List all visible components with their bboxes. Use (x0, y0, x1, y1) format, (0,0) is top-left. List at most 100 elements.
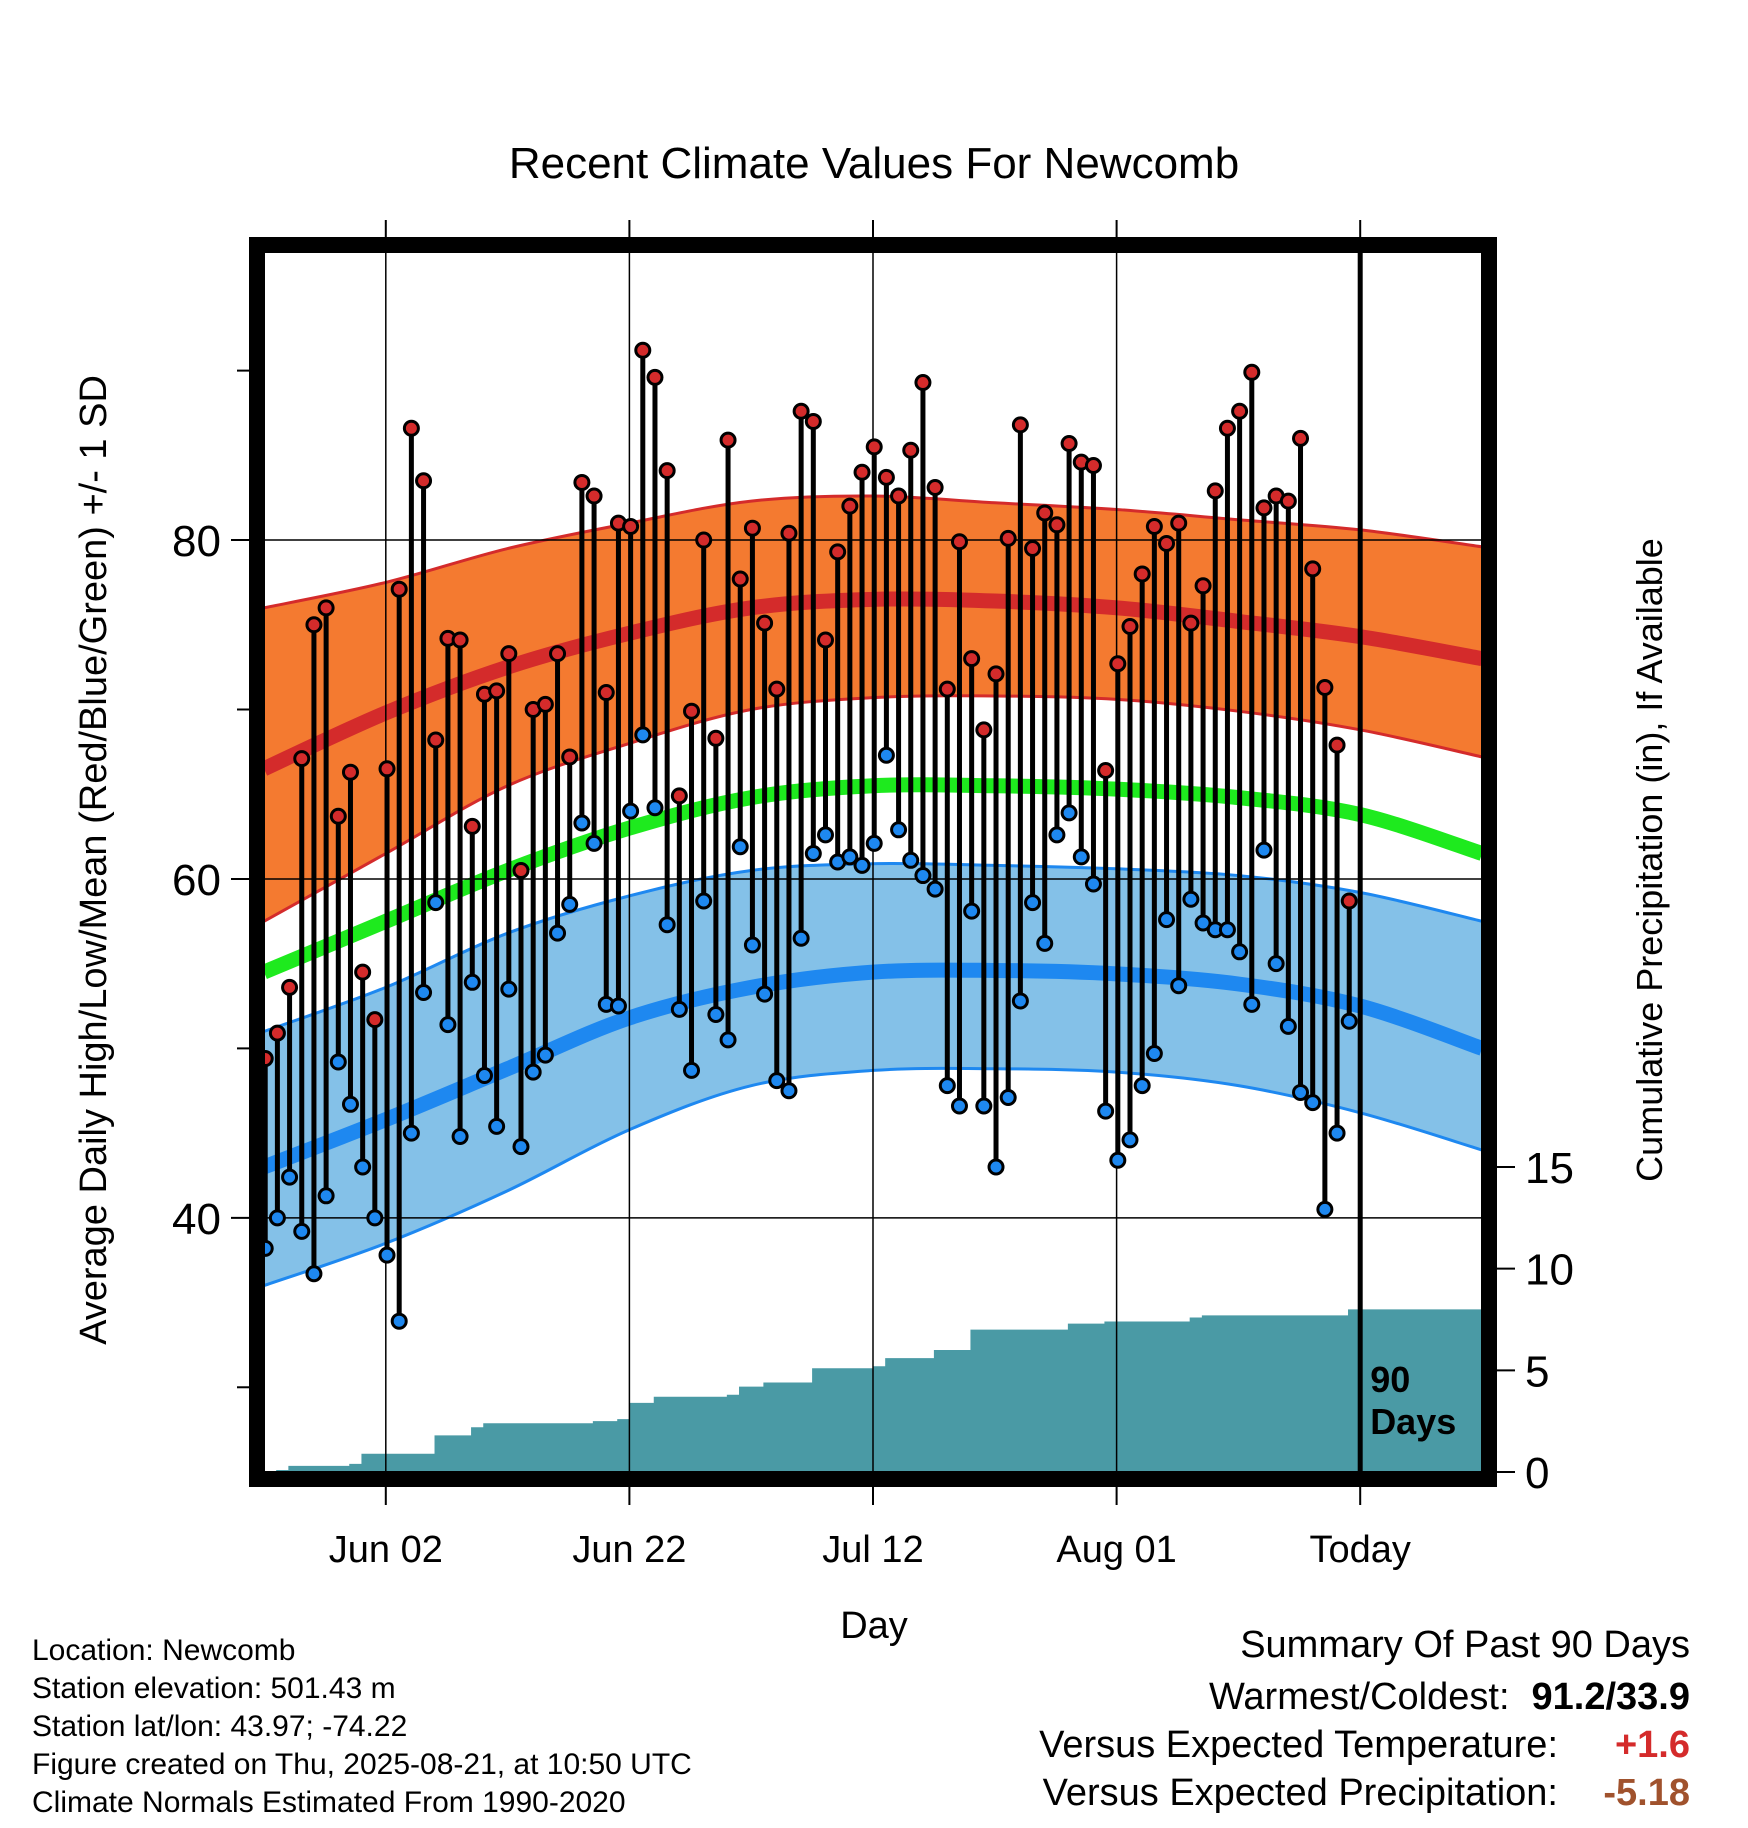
daily-low-point (890, 821, 908, 839)
daily-high-point (1121, 617, 1139, 635)
daily-low-point (1011, 992, 1029, 1010)
y-tick-label: 60 (172, 856, 221, 905)
daily-low-point (877, 746, 895, 764)
daily-high-point (1328, 736, 1346, 754)
daily-low-point (634, 726, 652, 744)
daily-low-point (1255, 841, 1273, 859)
daily-low-point (804, 845, 822, 863)
daily-high-point (1133, 565, 1151, 583)
daily-high-point (707, 729, 725, 747)
station-metadata: Location: Newcomb Station elevation: 501… (32, 1632, 692, 1822)
daily-high-point (1194, 577, 1212, 595)
daily-high-point (804, 412, 822, 430)
x-axis-label: Day (840, 1605, 908, 1647)
daily-low-point (1218, 921, 1236, 939)
daily-low-point (1072, 848, 1090, 866)
daily-high-point (1304, 560, 1322, 578)
daily-high-point (695, 531, 713, 549)
y2-tick-label: 5 (1525, 1347, 1549, 1396)
daily-high-point (1060, 434, 1078, 452)
daily-high-point (597, 684, 615, 702)
daily-high-point (816, 631, 834, 649)
daily-low-point (536, 1046, 554, 1064)
daily-high-point (317, 599, 335, 617)
daily-low-point (609, 997, 627, 1015)
daily-low-point (281, 1168, 299, 1186)
meta-created: Figure created on Thu, 2025-08-21, at 10… (32, 1748, 692, 1781)
daily-low-point (264, 1239, 274, 1257)
daily-high-point (1036, 504, 1054, 522)
summary-label: Warmest/Coldest: (1208, 1676, 1510, 1718)
y2-axis-label: Cumulative Precipitation (in), If Availa… (1629, 538, 1670, 1182)
daily-low-point (950, 1097, 968, 1115)
daily-low-point (439, 1016, 457, 1034)
daily-low-point (415, 983, 433, 1001)
daily-high-point (1340, 892, 1358, 910)
daily-high-point (463, 817, 481, 835)
daily-high-point (268, 1024, 286, 1042)
daily-high-point (281, 978, 299, 996)
daily-high-point (1158, 534, 1176, 552)
daily-low-point (354, 1158, 372, 1176)
daily-high-point (1316, 678, 1334, 696)
daily-low-point (341, 1095, 359, 1113)
y-tick-label: 80 (172, 517, 221, 566)
daily-high-point (622, 518, 640, 535)
y2-tick-label: 10 (1525, 1246, 1574, 1295)
daily-low-point (683, 1061, 701, 1079)
daily-low-point (1182, 890, 1200, 908)
daily-low-point (549, 924, 567, 942)
daily-low-point (1060, 804, 1078, 822)
daily-low-point (975, 1097, 993, 1115)
daily-high-point (366, 1011, 384, 1029)
daily-high-point (341, 763, 359, 781)
daily-low-point (402, 1124, 420, 1142)
daily-low-point (865, 834, 883, 852)
daily-high-point (573, 473, 591, 491)
summary-value: -5.18 (1603, 1772, 1690, 1814)
daily-low-point (646, 799, 664, 817)
summary-value: +1.6 (1614, 1724, 1690, 1766)
daily-high-point (975, 721, 993, 739)
y-axis-label: Average Daily High/Low/Mean (Red/Blue/Gr… (73, 375, 115, 1345)
daily-high-point (938, 680, 956, 698)
daily-high-point (415, 472, 433, 490)
daily-low-point (524, 1063, 542, 1081)
daily-low-point (1109, 1151, 1127, 1169)
daily-high-point (792, 402, 810, 420)
meta-latlon: Station lat/lon: 43.97; -74.22 (32, 1710, 408, 1743)
daily-high-point (293, 750, 311, 768)
daily-high-point (658, 462, 676, 480)
daily-high-point (1231, 402, 1249, 420)
daily-high-point (354, 963, 372, 981)
summary-row-temperature: Versus Expected Temperature: +1.6 (1039, 1722, 1690, 1768)
daily-low-point (1328, 1124, 1346, 1142)
daily-high-point (999, 529, 1017, 547)
daily-low-point (1158, 911, 1176, 929)
x-tick-label: Jun 22 (572, 1529, 686, 1571)
daily-low-point (1279, 1017, 1297, 1035)
daily-high-point (329, 807, 347, 825)
daily-low-point (841, 848, 859, 866)
daily-low-point (561, 895, 579, 913)
plot-frame (249, 237, 1497, 1487)
daily-high-point (549, 645, 567, 663)
daily-high-point (756, 614, 774, 632)
daily-high-point (853, 463, 871, 481)
daily-high-point (1097, 762, 1115, 779)
daily-low-point (1121, 1131, 1139, 1149)
daily-low-point (1170, 977, 1188, 995)
daily-high-point (829, 543, 847, 561)
daily-low-point (902, 851, 920, 869)
daily-high-point (877, 468, 895, 486)
daily-high-point (731, 570, 749, 588)
daily-high-point (1109, 655, 1127, 673)
daily-low-point (366, 1209, 384, 1227)
daily-high-point (1145, 518, 1163, 535)
daily-low-point (1267, 955, 1285, 973)
daily-low-point (305, 1265, 323, 1283)
daily-high-point (488, 682, 506, 700)
daily-high-point (743, 519, 761, 537)
daily-high-point (402, 419, 420, 437)
daily-low-point (390, 1312, 408, 1330)
